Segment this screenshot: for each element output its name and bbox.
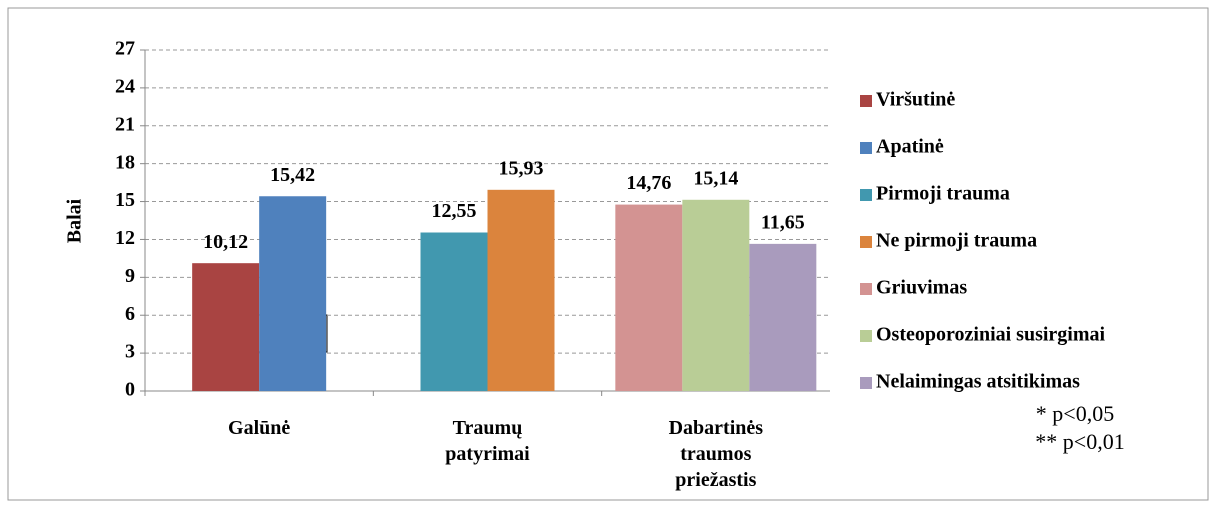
value-label: 11,65 — [761, 211, 805, 233]
y-tick-label: 3 — [125, 341, 135, 363]
bar — [749, 243, 817, 391]
value-label: 15,93 — [499, 157, 544, 179]
legend-label: Griuvimas — [876, 277, 967, 299]
legend-swatch — [860, 283, 872, 295]
value-label: 14,76 — [626, 172, 671, 194]
legend-swatch — [860, 330, 872, 342]
legend-label: Pirmoji trauma — [876, 183, 1010, 205]
y-tick-label: 21 — [115, 113, 135, 135]
legend-swatch — [860, 377, 872, 389]
legend-label: Nelaimingas atsitikimas — [876, 371, 1080, 393]
legend-swatch — [860, 95, 872, 107]
value-label: 15,42 — [270, 164, 315, 186]
y-tick-label: 0 — [125, 379, 135, 401]
y-tick-label: 18 — [115, 151, 135, 173]
note: * p<0,05 — [1036, 401, 1114, 426]
bar — [615, 204, 683, 391]
bar — [682, 199, 750, 391]
value-label: 12,55 — [432, 200, 477, 222]
legend-swatch — [860, 236, 872, 248]
bar — [420, 232, 488, 391]
x-tick-label: Galūnė — [228, 417, 290, 439]
note: ** p<0,01 — [1035, 429, 1124, 454]
legend-label: Apatinė — [876, 136, 944, 158]
bar — [192, 263, 260, 391]
bar — [259, 196, 327, 391]
y-tick-label: 24 — [115, 75, 135, 97]
chart-border — [7, 7, 1209, 501]
x-tick-label: Dabartinės traumos priežastis — [669, 417, 764, 491]
x-tick-label: Traumų patyrimai — [445, 417, 530, 465]
y-tick-label: 27 — [115, 38, 135, 60]
legend-label: Viršutinė — [876, 89, 955, 111]
legend-label: Ne pirmoji trauma — [876, 230, 1037, 252]
legend-label: Osteoporoziniai susirgimai — [876, 324, 1106, 346]
value-label: 10,12 — [203, 231, 248, 253]
value-label: 15,14 — [693, 167, 738, 189]
legend-swatch — [860, 142, 872, 154]
y-axis-label: Balai — [64, 198, 86, 243]
legend-swatch — [860, 189, 872, 201]
bar — [487, 189, 555, 391]
y-tick-label: 6 — [125, 303, 135, 325]
y-tick-label: 15 — [115, 189, 135, 211]
y-tick-label: 12 — [115, 227, 135, 249]
y-tick-label: 9 — [125, 265, 135, 287]
